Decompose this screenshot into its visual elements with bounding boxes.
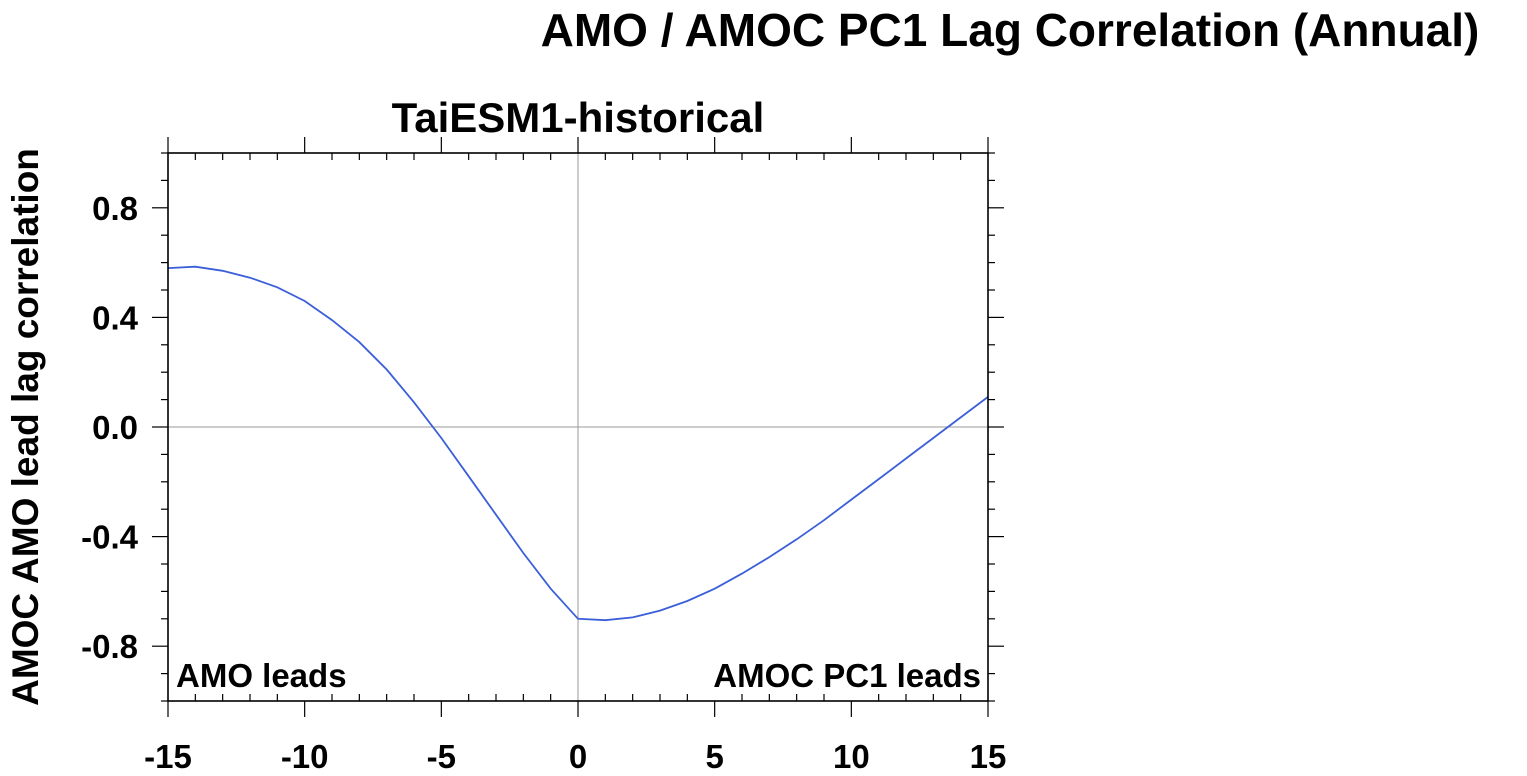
x-tick-label: 10 [833,738,870,775]
plot-frame [167,152,989,702]
y-tick-label: 0.4 [92,299,139,336]
x-tick-label: 0 [569,738,587,775]
reference-lines [168,153,988,701]
x-tick-label: 5 [705,738,723,775]
x-tick-labels: -15 -10 -5 0 5 10 15 [144,738,1006,775]
y-tick-label: -0.4 [81,519,139,556]
series-line [167,265,989,622]
x-tick-label: -10 [281,738,329,775]
annotation-amo-leads: AMO leads [176,657,347,694]
y-tick-labels: 0.8 0.4 0.0 -0.4 -0.8 [81,190,139,665]
x-tick-label: -15 [144,738,192,775]
plot-title: TaiESM1-historical [392,94,765,141]
figure-title: AMO / AMOC PC1 Lag Correlation (Annual) [541,4,1480,56]
y-tick-label: -0.8 [81,628,138,665]
y-axis-label: AMOC AMO lead lag correlation [5,148,46,706]
x-tick-label: 15 [970,738,1007,775]
annotation-amoc-pc1-leads: AMOC PC1 leads [713,657,981,694]
y-tick-label: 0.0 [92,409,138,446]
y-tick-label: 0.8 [92,190,138,227]
axis-ticks [152,137,1004,717]
x-tick-label: -5 [427,738,456,775]
